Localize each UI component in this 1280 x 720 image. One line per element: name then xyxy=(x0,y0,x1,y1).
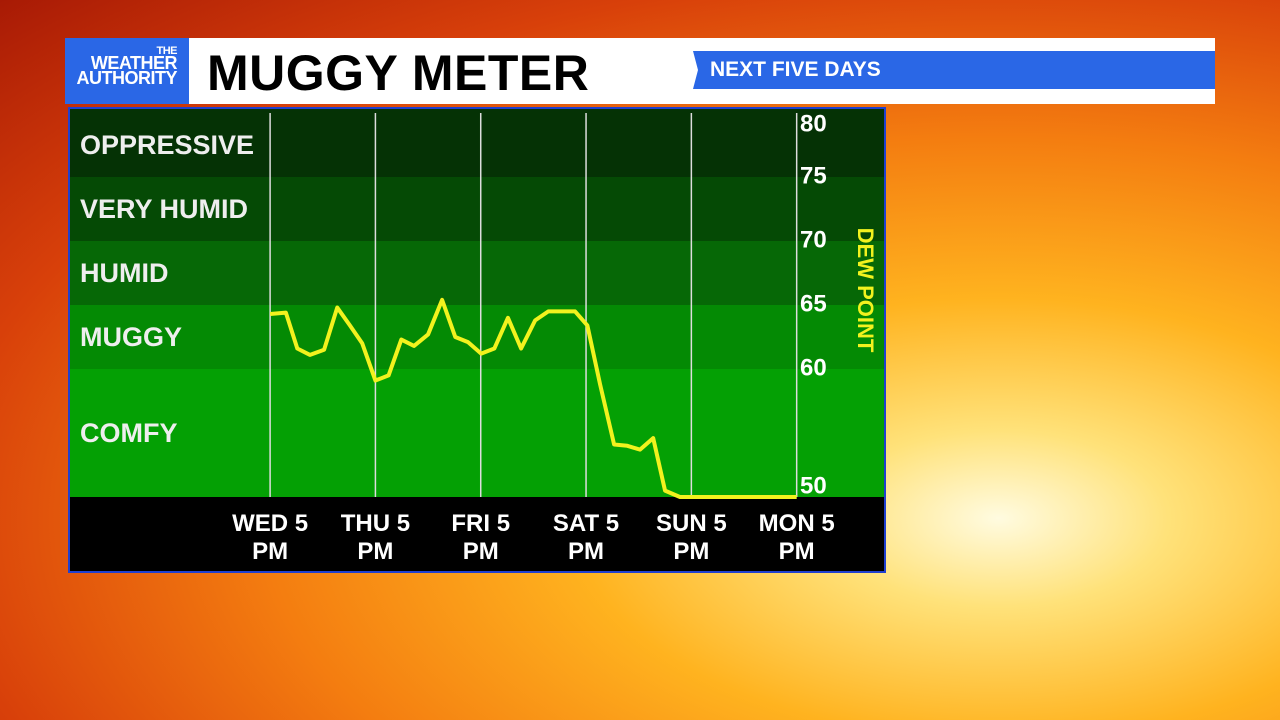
logo: THE WEATHER AUTHORITY xyxy=(65,38,189,104)
logo-text: THE xyxy=(156,45,178,57)
x-tick-label: WED 5 PM xyxy=(232,510,309,565)
y-tick-label: 75 xyxy=(800,162,827,189)
y-axis-label: DEW POINT xyxy=(853,228,878,353)
band-label: MUGGY xyxy=(80,322,182,352)
chart-title: MUGGY METER xyxy=(207,45,590,101)
band xyxy=(70,305,884,369)
logo-text: AUTHORITY xyxy=(76,68,178,88)
band-label: HUMID xyxy=(80,258,169,288)
y-tick-label: 50 xyxy=(800,472,827,499)
band-label: VERY HUMID xyxy=(80,194,248,224)
logo-text: WEATHER xyxy=(90,53,178,73)
line xyxy=(269,297,797,499)
band xyxy=(70,177,884,241)
band xyxy=(70,241,884,305)
y-tick-label: 60 xyxy=(800,354,827,381)
x-tick-label: SUN 5 PM xyxy=(656,510,727,565)
y-tick-label: 70 xyxy=(800,226,827,253)
x-tick-label: THU 5 PM xyxy=(340,510,411,565)
chart-subtitle: NEXT FIVE DAYS xyxy=(693,51,1215,89)
y-tick-label: 80 xyxy=(800,110,827,137)
header: THE WEATHER AUTHORITY MUGGY METER NEXT F… xyxy=(65,38,1215,104)
y-tick-label: 65 xyxy=(800,290,827,317)
band-label: COMFY xyxy=(80,418,178,448)
x-tick-label: MON 5 PM xyxy=(758,510,835,565)
x-tick-label: SAT 5 PM xyxy=(552,510,620,565)
band xyxy=(70,369,884,497)
band xyxy=(70,109,884,177)
x-tick-label: FRI 5 PM xyxy=(451,510,511,565)
band-label: OPPRESSIVE xyxy=(80,130,254,160)
